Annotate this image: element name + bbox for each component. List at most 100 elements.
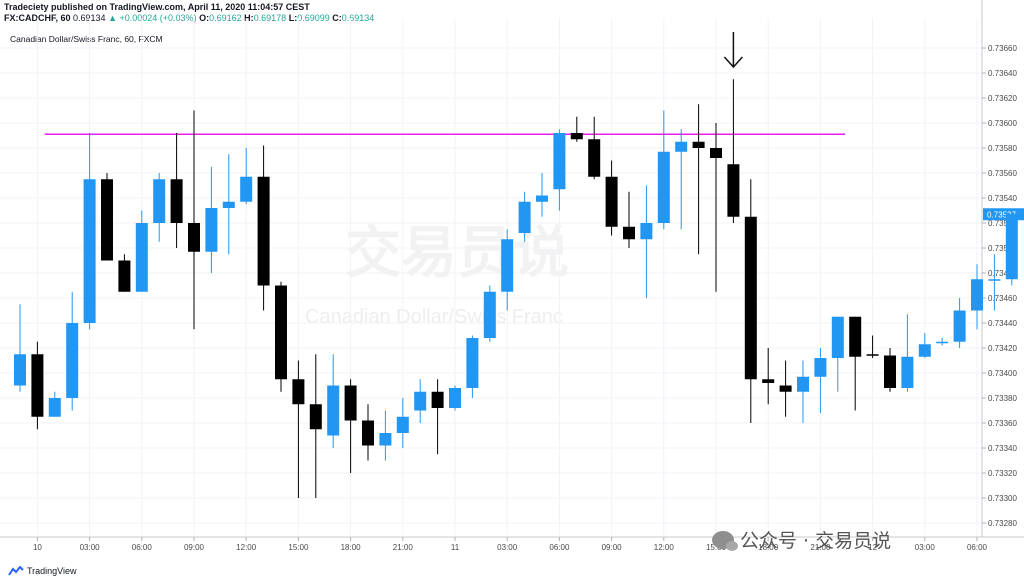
candle-body [188, 223, 200, 252]
price-tick-label: 0.73300 [988, 494, 1017, 503]
candle [205, 166, 218, 273]
candle-body [536, 195, 548, 202]
time-tick-label: 21:00 [393, 543, 414, 552]
candle-body [449, 388, 461, 408]
wechat-text: 公众号 · 交易员说 [740, 530, 892, 552]
time-axis: 10 03:00 06:00 09:00 12:00 15:00 18:00 21:00 11 0… [0, 536, 1024, 552]
price-tick-label: 0.73660 [988, 44, 1017, 53]
price-tick-label: 0.73580 [988, 144, 1017, 153]
candle [379, 410, 392, 461]
candle-body [675, 141, 688, 152]
candle [797, 360, 809, 423]
time-tick-label: 12 [868, 543, 877, 552]
candle [101, 173, 113, 261]
candle [48, 391, 61, 417]
candle-body [518, 201, 531, 233]
time-tick-label: 12:00 [236, 543, 257, 552]
open-label: O: [199, 13, 210, 23]
time-tick-label: 06:00 [132, 543, 153, 552]
arrow-head [723, 56, 743, 69]
time-tick-label: 09:00 [602, 543, 623, 552]
time-tick-label: 15:00 [288, 543, 309, 552]
time-tick-label: 06:00 [967, 543, 988, 552]
tradingview-label: TradingView [27, 566, 77, 576]
candle-body [483, 291, 496, 338]
candle [744, 179, 757, 423]
candle [727, 79, 740, 223]
price-tick-label: 0.73320 [988, 469, 1017, 478]
price-tick-label: 0.73360 [988, 419, 1017, 428]
candle [901, 314, 914, 392]
arrow-icon [723, 32, 743, 69]
candle [710, 123, 722, 292]
candle [153, 173, 166, 242]
publish-info: Tradeciety published on TradingView.com,… [4, 2, 374, 13]
candle-body [501, 239, 514, 292]
candle [222, 154, 235, 255]
candle-body [1005, 214, 1018, 280]
wechat-icon [712, 530, 738, 551]
price-axis: 0.73660 0.73640 0.73620 0.73600 0.73580 0.735… [981, 0, 1024, 537]
candle-body [623, 226, 635, 240]
candle-body [971, 279, 983, 311]
candle [953, 298, 966, 348]
tradingview-logo[interactable]: TradingView [8, 566, 77, 576]
price-tick-label: 0.73460 [988, 294, 1017, 303]
price-tick-label: 0.73500 [988, 244, 1017, 253]
candle-body [414, 391, 427, 411]
candle [570, 116, 583, 142]
candle [118, 254, 131, 292]
time-tick-label: 18:00 [758, 543, 779, 552]
candle-body [66, 323, 79, 398]
wechat-watermark: 公众号 · 交易员说 [712, 526, 891, 553]
candle [309, 354, 322, 498]
candle-body [553, 133, 566, 190]
candle-body [31, 354, 44, 417]
time-tick-label: 03:00 [915, 543, 936, 552]
candle-body [692, 141, 705, 148]
candle-body [344, 385, 357, 421]
time-tick-label: 21:00 [810, 543, 831, 552]
candle [623, 191, 635, 248]
candle-body [710, 148, 722, 158]
candle [501, 229, 514, 311]
close-value: 0.69134 [341, 13, 375, 23]
candle [988, 254, 1001, 311]
candle [605, 160, 618, 236]
candle-body [292, 379, 305, 405]
candle [657, 110, 670, 230]
price-tick-label: 0.73520 [988, 219, 1017, 228]
candle-body [257, 176, 270, 286]
candle [449, 385, 461, 411]
candle [692, 104, 705, 255]
candle-body [588, 139, 601, 177]
candle-body [814, 358, 827, 377]
candle-body [640, 223, 653, 240]
candle-body [240, 176, 253, 202]
price-tick-label: 0.73340 [988, 444, 1017, 453]
last-price-label: 0.73527 [987, 210, 1016, 219]
candle-body [779, 385, 792, 392]
candle-body [953, 310, 966, 342]
price-tick-label: 0.73380 [988, 394, 1017, 403]
candle [66, 291, 79, 411]
candle-body [101, 179, 113, 261]
candle [536, 173, 548, 217]
candle [483, 285, 496, 342]
candle [292, 360, 305, 498]
candle [188, 110, 200, 330]
candle [518, 191, 531, 242]
candle-body [727, 164, 740, 217]
price-tick-label: 0.73560 [988, 169, 1017, 178]
price-tick-label: 0.73480 [988, 269, 1017, 278]
low-label: L: [288, 13, 298, 23]
candle [918, 333, 931, 358]
open-value: 0.69162 [209, 13, 242, 23]
candle-body [327, 385, 340, 436]
price-tick-label: 0.73620 [988, 94, 1017, 103]
candle-body [48, 398, 61, 417]
candle-body [744, 216, 757, 380]
candle [170, 133, 183, 248]
candle-body [762, 379, 775, 383]
